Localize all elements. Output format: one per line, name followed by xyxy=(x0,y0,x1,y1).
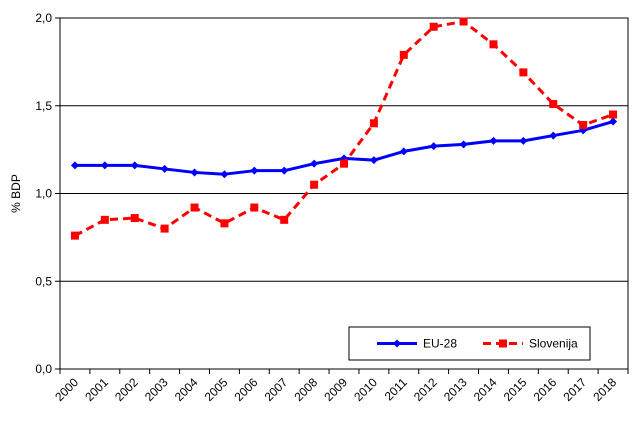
data-point xyxy=(220,170,229,179)
y-tick-label: 0,5 xyxy=(35,274,52,288)
data-point xyxy=(310,159,319,168)
legend-marker xyxy=(499,339,507,348)
data-point xyxy=(130,161,139,170)
x-tick-label: 2005 xyxy=(202,375,231,404)
x-tick-label: 2001 xyxy=(82,375,111,404)
series-eu-28 xyxy=(70,117,618,179)
x-tick-label: 2017 xyxy=(560,375,589,404)
x-tick-label: 2002 xyxy=(112,375,141,404)
series-layer xyxy=(70,17,618,240)
x-tick-label: 2010 xyxy=(351,375,380,404)
x-tick-label: 2006 xyxy=(232,375,261,404)
x-tick-label: 2014 xyxy=(471,375,500,404)
data-point xyxy=(369,119,378,128)
legend-box xyxy=(348,326,591,361)
data-point xyxy=(100,215,109,224)
data-point xyxy=(609,117,618,126)
y-axis-ticks: 0,0 0,5 1,0 1,5 2,0 xyxy=(35,11,60,376)
gridlines xyxy=(60,105,628,282)
data-point xyxy=(70,231,79,240)
y-tick-label: 0,0 xyxy=(35,362,52,376)
data-point xyxy=(250,166,259,175)
x-tick-label: 2012 xyxy=(411,375,440,404)
x-tick-label: 2013 xyxy=(441,375,470,404)
data-point xyxy=(190,168,199,177)
data-point xyxy=(459,17,468,26)
x-tick-label: 2007 xyxy=(262,375,291,404)
data-point xyxy=(519,68,528,77)
data-point xyxy=(489,136,498,145)
data-point xyxy=(429,22,438,31)
data-point xyxy=(130,214,139,223)
data-point xyxy=(549,99,558,108)
series-slovenija xyxy=(70,17,618,240)
legend-label: Slovenija xyxy=(529,337,578,351)
series-line xyxy=(74,20,614,237)
legend: EU-28 Slovenija xyxy=(348,326,591,361)
data-point xyxy=(369,156,378,165)
legend-label: EU-28 xyxy=(423,337,457,351)
data-point xyxy=(609,110,618,119)
x-axis-ticks: 2000 2001 2002 2003 2004 2005 2006 2007 2008 2009… xyxy=(52,369,629,404)
data-point xyxy=(160,164,169,173)
data-point xyxy=(70,161,79,170)
legend-marker xyxy=(393,339,401,348)
x-tick-label: 2011 xyxy=(382,375,410,403)
y-axis-title: % BDP xyxy=(9,174,23,213)
x-tick-label: 2008 xyxy=(291,375,320,404)
y-tick-label: 1,0 xyxy=(35,187,52,201)
data-point xyxy=(489,40,498,49)
data-point xyxy=(549,131,558,140)
data-point xyxy=(429,142,438,151)
data-point xyxy=(280,166,289,175)
data-point xyxy=(160,224,169,233)
data-point xyxy=(519,136,528,145)
data-point xyxy=(250,203,259,212)
data-point xyxy=(340,159,348,168)
data-point xyxy=(280,215,289,224)
x-tick-label: 2004 xyxy=(172,375,201,404)
data-point xyxy=(579,121,588,130)
data-point xyxy=(190,203,199,212)
data-point xyxy=(100,161,109,170)
y-tick-label: 2,0 xyxy=(35,11,52,25)
data-point xyxy=(310,180,319,189)
x-tick-label: 2018 xyxy=(590,375,619,404)
data-point xyxy=(459,140,468,149)
data-point xyxy=(220,219,229,228)
data-point xyxy=(399,147,408,156)
data-point xyxy=(399,50,408,59)
x-tick-label: 2009 xyxy=(321,375,350,404)
x-tick-label: 2015 xyxy=(501,375,530,404)
x-tick-label: 2016 xyxy=(531,375,560,404)
y-tick-label: 1,5 xyxy=(35,99,52,113)
x-tick-label: 2000 xyxy=(52,375,81,404)
x-tick-label: 2003 xyxy=(142,375,171,404)
